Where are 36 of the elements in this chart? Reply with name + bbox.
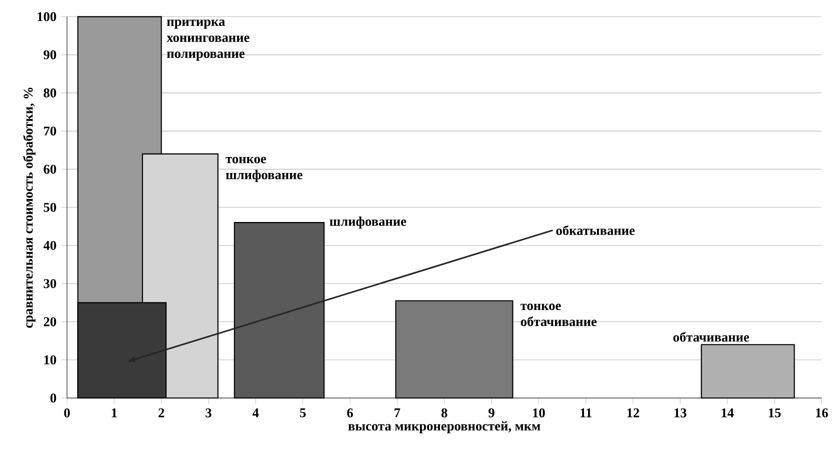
series-label: обтачивание [673, 332, 750, 342]
series-label: шлифование [330, 216, 406, 229]
x-tick-label: 6 [347, 408, 353, 418]
x-tick-label: 1 [112, 408, 117, 418]
y-tick-label: 30 [44, 279, 56, 288]
x-tick-label: 15 [768, 408, 781, 418]
y-tick-label: 0 [50, 394, 56, 402]
y-tick-label: 20 [44, 317, 56, 326]
series-label: тонкое обтачивание [520, 304, 597, 326]
x-tick-label: 10 [533, 408, 545, 418]
series-label: притирка хонингование полирование [166, 20, 250, 61]
x-tick-label: 11 [580, 408, 592, 418]
y-tick-label: 40 [43, 240, 56, 250]
x-tick-label: 3 [206, 408, 212, 418]
x-tick-label: 2 [158, 408, 164, 418]
x-tick-label: 4 [252, 408, 259, 418]
x-tick-label: 5 [300, 408, 306, 418]
y-tick-label: 100 [38, 12, 56, 22]
y-tick-label: 10 [44, 355, 56, 364]
y-tick-label: 80 [44, 88, 56, 98]
x-tick-label: 7 [394, 408, 400, 418]
x-tick-label: 9 [488, 408, 494, 418]
x-axis-title: высота микронеровностей, мкм [348, 421, 540, 434]
text: обкатывание [556, 225, 635, 236]
series-label: тонкое шлифование [226, 156, 302, 182]
x-tick-label: 12 [627, 408, 640, 418]
x-tick-label: 13 [674, 408, 686, 418]
y-tick-label: 50 [44, 202, 56, 212]
x-tick-label: 8 [441, 408, 448, 418]
x-tick-label: 0 [64, 408, 70, 418]
y-axis-title: сравнительная стоимость обработки, % [23, 88, 36, 328]
y-tick-label: 70 [44, 126, 56, 136]
x-tick-label: 14 [722, 408, 734, 418]
y-tick-label: 60 [44, 164, 56, 174]
y-tick-label: 90 [44, 50, 56, 60]
x-tick-label: 16 [816, 408, 828, 418]
